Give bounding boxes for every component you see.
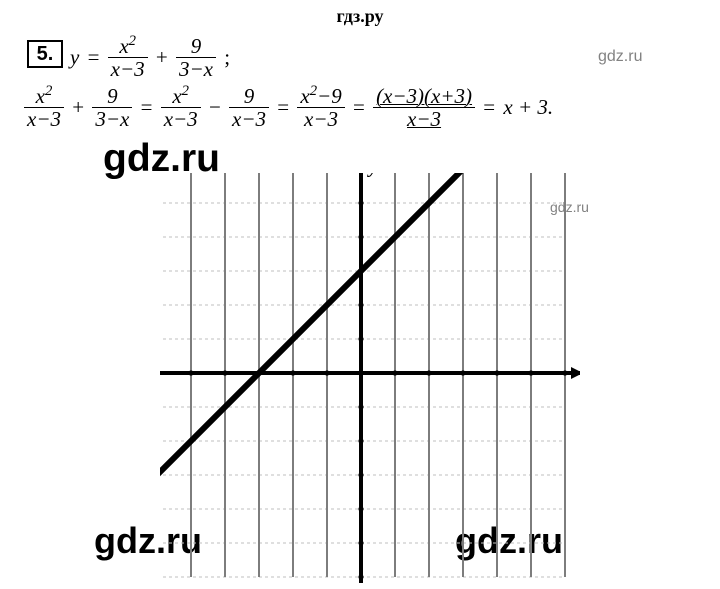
eq-2: = bbox=[274, 95, 292, 120]
t4-num: 9 bbox=[229, 85, 269, 108]
eq-4: = bbox=[480, 95, 498, 120]
watermark-1: gdz.ru bbox=[598, 48, 642, 66]
t1-den: x−3 bbox=[24, 108, 64, 131]
equation-line: y = x2 x−3 + 9 3−x ; bbox=[70, 34, 233, 81]
t1-num-base: x bbox=[36, 84, 45, 108]
t6-num: (x−3)(x+3) bbox=[373, 85, 475, 108]
t3-num-base: x bbox=[172, 84, 181, 108]
plus-1: + bbox=[69, 95, 87, 120]
term-5: x2−9 x−3 bbox=[297, 84, 344, 131]
chart: yx bbox=[160, 173, 580, 583]
problem-number-box: 5. bbox=[27, 40, 63, 68]
t6-den: x−3 bbox=[373, 108, 475, 131]
site-title: гдз.ру bbox=[0, 6, 720, 27]
t2-num: 9 bbox=[92, 85, 132, 108]
derivation-line: x2 x−3 + 9 3−x = x2 x−3 − 9 x−3 = x2−9 x… bbox=[24, 84, 553, 131]
t3-den: x−3 bbox=[161, 108, 201, 131]
result: x + 3. bbox=[503, 95, 553, 119]
fraction-1: x2 x−3 bbox=[108, 34, 148, 81]
chart-svg: yx bbox=[160, 173, 580, 583]
eq-1: = bbox=[138, 95, 156, 120]
term-3: x2 x−3 bbox=[161, 84, 201, 131]
t3-num-sup: 2 bbox=[182, 83, 189, 99]
t2-den: 3−x bbox=[92, 108, 132, 131]
term-4: 9 x−3 bbox=[229, 85, 269, 131]
t4-den: x−3 bbox=[229, 108, 269, 131]
fraction-2: 9 3−x bbox=[176, 35, 216, 81]
plus-sign: + bbox=[153, 45, 171, 70]
t5-num-base: x bbox=[300, 84, 309, 108]
term-2: 9 3−x bbox=[92, 85, 132, 131]
t1-num-sup: 2 bbox=[45, 83, 52, 99]
svg-text:y: y bbox=[367, 173, 378, 178]
f2-num: 9 bbox=[176, 35, 216, 58]
t5-num-sup: 2 bbox=[310, 83, 317, 99]
term-1: x2 x−3 bbox=[24, 84, 64, 131]
equals-sign: = bbox=[85, 45, 103, 70]
var-y: y bbox=[70, 45, 79, 69]
f1-num-sup: 2 bbox=[129, 33, 136, 49]
f1-den: x−3 bbox=[108, 58, 148, 81]
t5-num-tail: −9 bbox=[317, 84, 342, 108]
term-6: (x−3)(x+3) x−3 bbox=[373, 85, 475, 131]
f1-num-base: x bbox=[119, 34, 128, 58]
t5-den: x−3 bbox=[297, 108, 344, 131]
minus-1: − bbox=[206, 95, 224, 120]
semicolon: ; bbox=[221, 45, 233, 70]
eq-3: = bbox=[350, 95, 368, 120]
f2-den: 3−x bbox=[176, 58, 216, 81]
